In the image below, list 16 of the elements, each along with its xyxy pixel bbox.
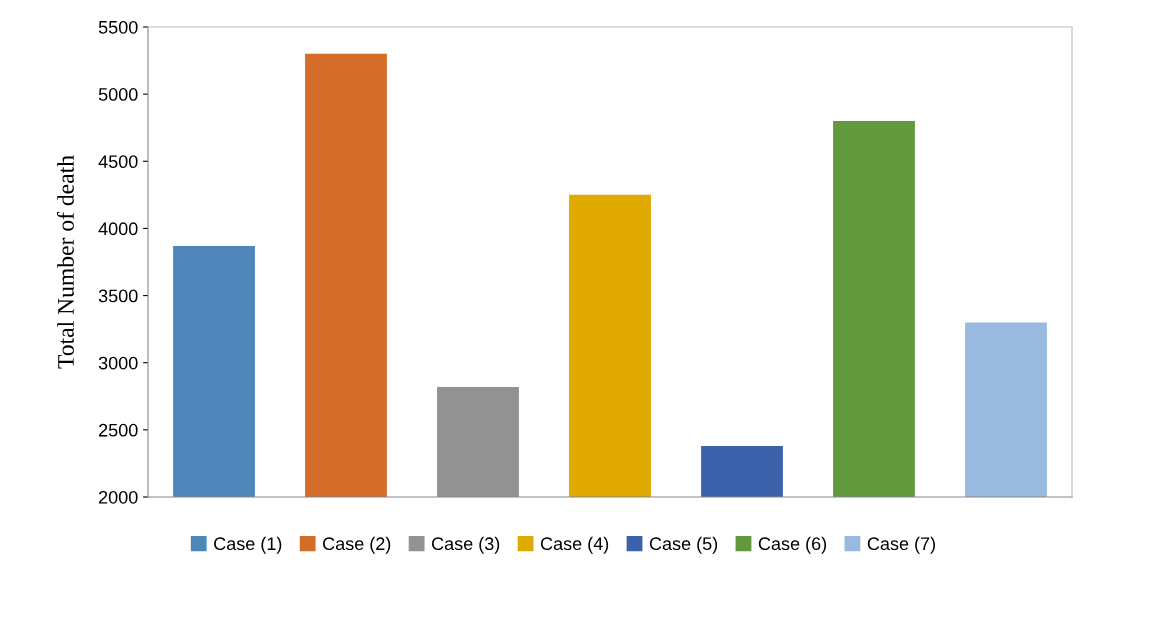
y-tick-label: 3500: [98, 289, 138, 303]
y-tick-label: 4500: [98, 155, 138, 169]
legend-label: Case (1): [214, 536, 282, 554]
y-tick-label: 2000: [99, 490, 138, 504]
y-axis-title: Total Number of death: [57, 155, 74, 369]
y-tick-label: 5500: [98, 20, 138, 34]
y-tick-label: 4000: [98, 222, 138, 236]
legend-label: Case (3): [431, 536, 500, 554]
legend-label: Case (5): [649, 536, 718, 554]
legend-label: Case (4): [540, 536, 609, 554]
legend-label: Case (2): [323, 536, 391, 554]
legend-label: Case (6): [758, 536, 827, 554]
y-tick-label: 5000: [98, 88, 138, 101]
legend-label: Case (7): [867, 536, 935, 554]
y-tick-label: 3000: [98, 356, 138, 370]
y-tick-label: 2500: [99, 423, 138, 437]
